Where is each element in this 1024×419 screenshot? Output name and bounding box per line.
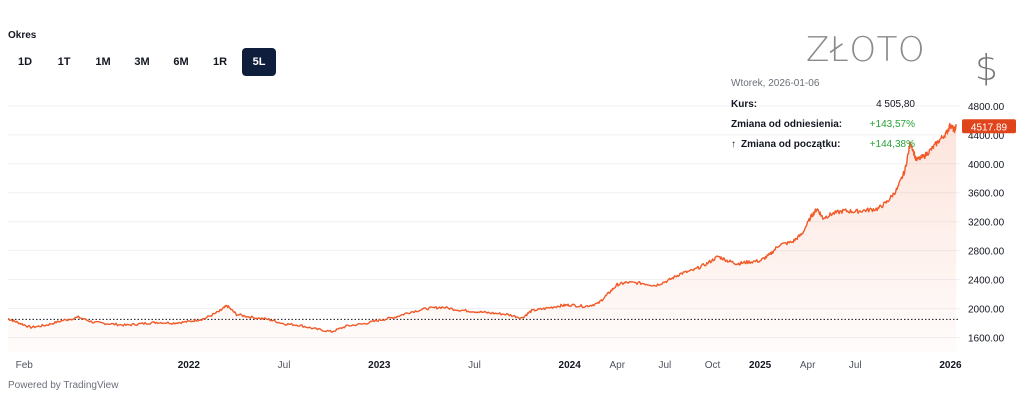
watermark-currency: $ [975,48,998,89]
x-tick-label: Apr [609,360,625,371]
period-button-1r[interactable]: 1R [212,56,228,68]
x-tick-label: 2022 [178,360,201,371]
x-tick-label: Jul [658,360,671,371]
x-tick-label: Jul [849,360,862,371]
period-button-6m[interactable]: 6M [173,56,189,68]
price-chart[interactable]: 1600.00 2000.00 2400.00 2800.00 3200.00 3600.… [0,0,1024,380]
x-tick-label: 2024 [559,360,582,371]
period-button-1d[interactable]: 1D [17,56,33,68]
zmiana-start-value: +144,38% [869,139,915,150]
info-date: Wtorek, 2026-01-06 [731,78,820,89]
series-area [8,123,957,353]
x-tick-label: Apr [800,360,816,371]
x-tick-label: 2026 [939,360,962,371]
info-row-kurs: Kurs: 4 505,80 [731,99,915,110]
y-tick-label: 4000.00 [968,160,1005,171]
series-line [7,122,957,333]
y-tick-label: 2000.00 [968,305,1005,316]
x-tick-label: 2023 [368,360,391,371]
y-tick-label: 4800.00 [968,102,1005,113]
y-tick-label: 1600.00 [968,334,1005,345]
x-tick-label: 2025 [749,360,772,371]
powered-by[interactable]: Powered by TradingView [8,380,119,391]
arrow-up-icon: ↑ [731,139,736,150]
y-tick-label: 3200.00 [968,218,1005,229]
period-button-1t[interactable]: 1T [57,56,71,68]
x-tick-label: Feb [16,360,34,371]
period-button-3m[interactable]: 3M [134,56,150,68]
x-tick-label: Jul [468,360,481,371]
period-selector: 1D 1T 1M 3M 6M 1R 5L [8,48,281,76]
period-button-5l[interactable]: 5L [242,48,276,76]
watermark-title: ZŁOTO [806,30,926,70]
x-tick-label: Oct [705,360,721,371]
y-tick-label: 2400.00 [968,276,1005,287]
kurs-value: 4 505,80 [876,99,915,110]
period-button-1m[interactable]: 1M [95,56,111,68]
info-panel: Wtorek, 2026-01-06 Kurs: 4 505,80 Zmiana… [731,78,915,159]
y-tick-label: 2800.00 [968,247,1005,258]
period-label: Okres [8,30,37,41]
zmiana-ref-label: Zmiana od odniesienia: [731,119,843,130]
y-tick-label: 3600.00 [968,189,1005,200]
y-tick-label: 4400.00 [968,131,1005,142]
zmiana-start-label: Zmiana od początku: [741,139,841,150]
info-row-zmiana-ref: Zmiana od odniesienia: +143,57% [731,119,915,130]
last-value-label: 4517.89 [971,122,1008,133]
zmiana-ref-value: +143,57% [869,119,915,130]
info-row-zmiana-start: ↑ Zmiana od początku: +144,38% [731,139,915,150]
x-tick-label: Jul [278,360,291,371]
kurs-label: Kurs: [731,99,758,110]
last-value-badge [962,119,1016,134]
